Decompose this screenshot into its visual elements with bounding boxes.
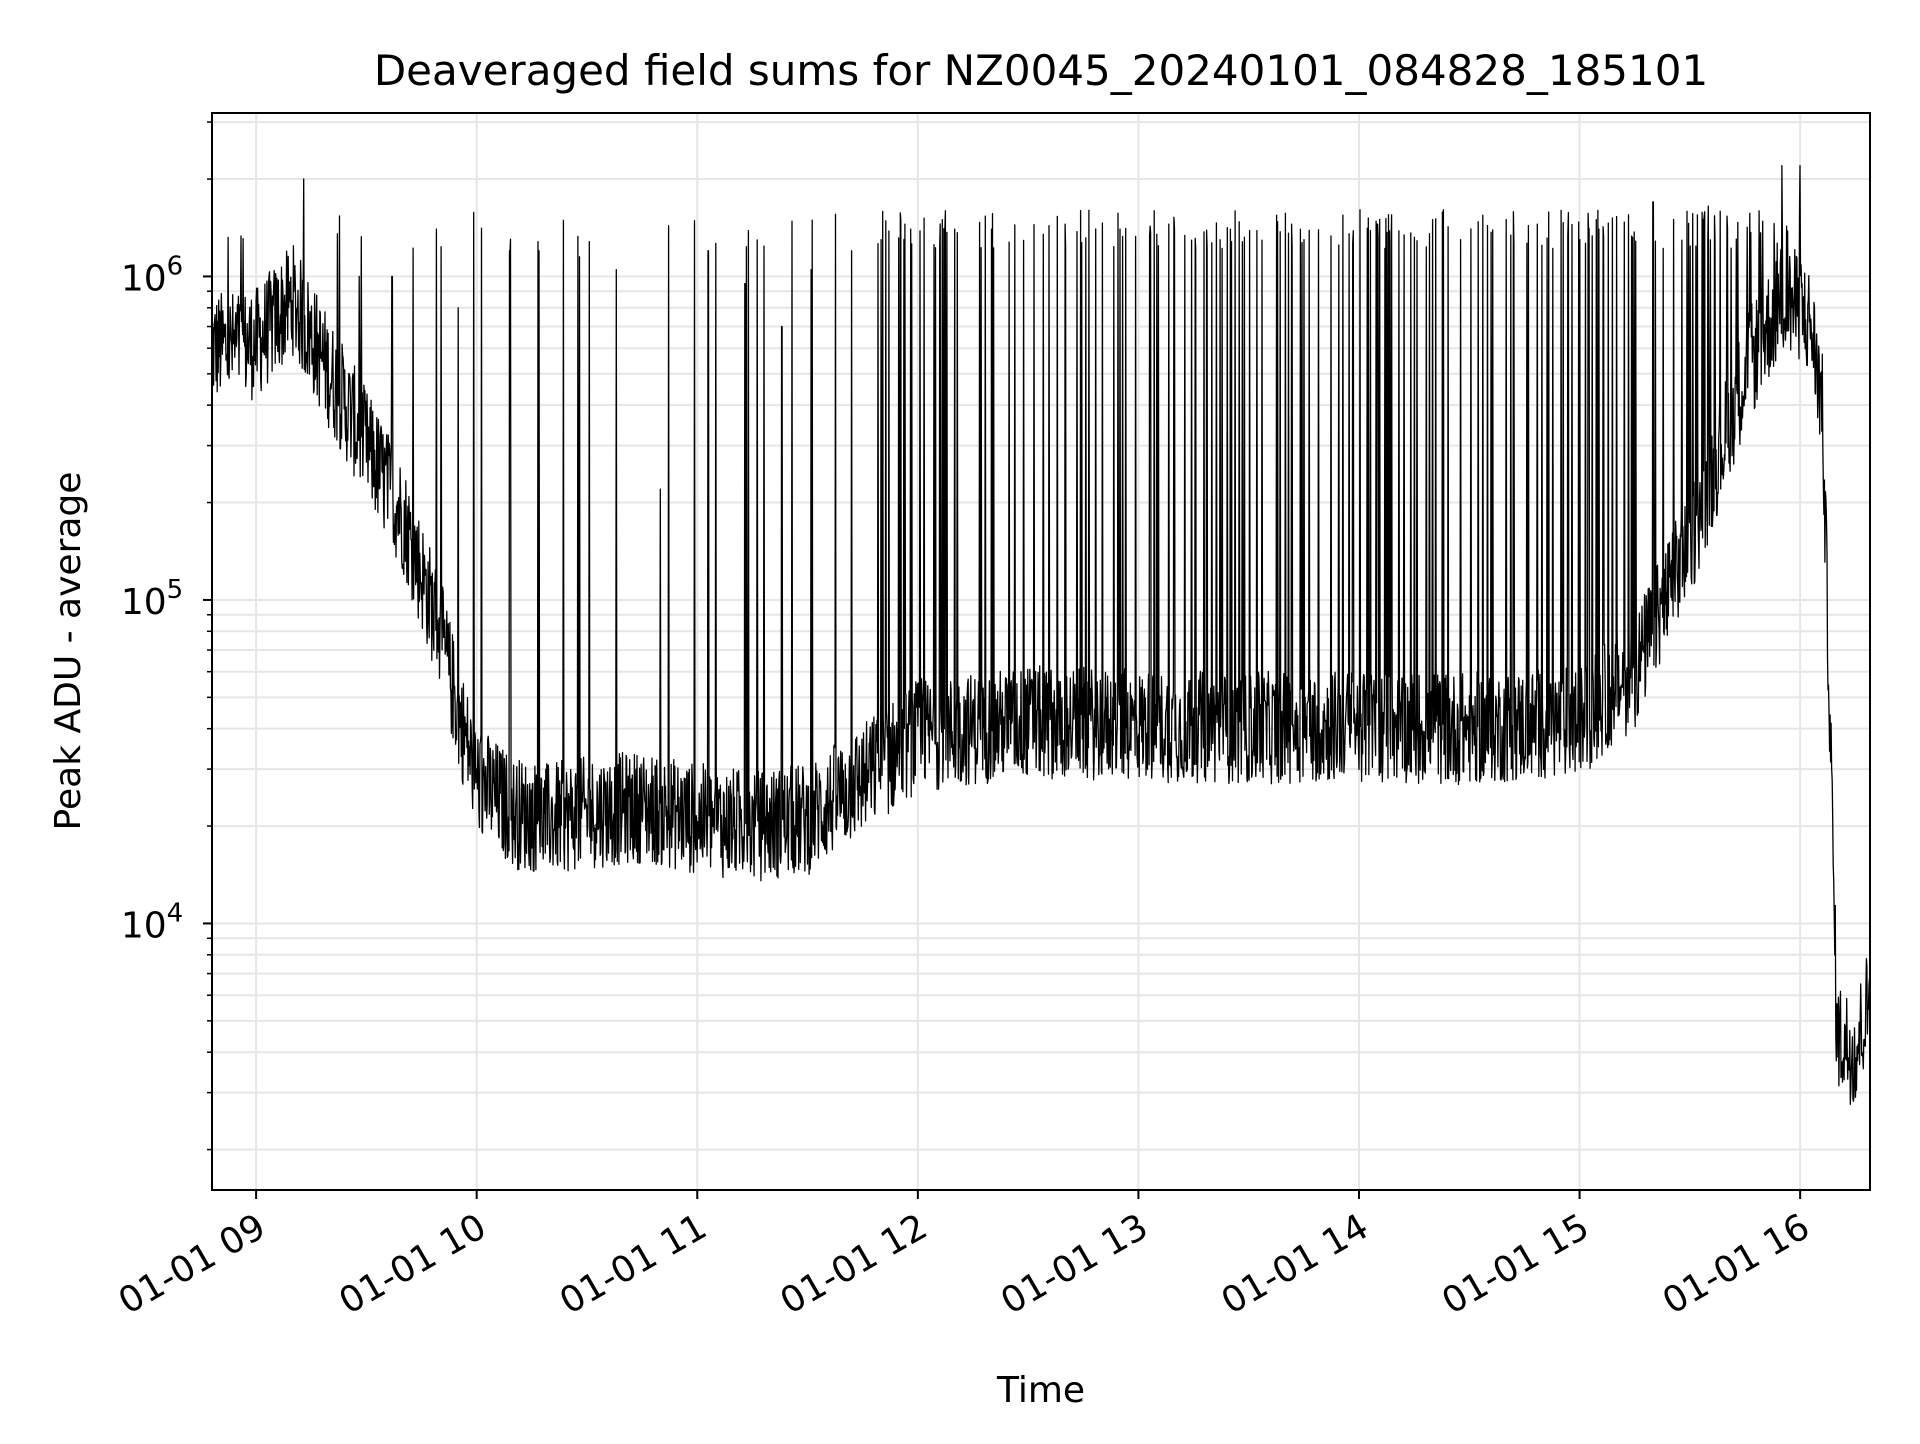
- x-axis-label: Time: [996, 1370, 1085, 1411]
- chart-title: Deaveraged field sums for NZ0045_2024010…: [374, 46, 1708, 95]
- y-tick-label: 104: [121, 898, 183, 946]
- data-series-line: [211, 164, 1871, 1105]
- y-tick-label: 105: [121, 575, 183, 623]
- y-tick-label: 106: [121, 251, 183, 299]
- y-axis-label: Peak ADU - average: [48, 472, 89, 831]
- axes-frame: [211, 112, 1871, 1191]
- plot-area: [211, 164, 1871, 1105]
- y-axis: 104 105 106: [121, 121, 212, 1151]
